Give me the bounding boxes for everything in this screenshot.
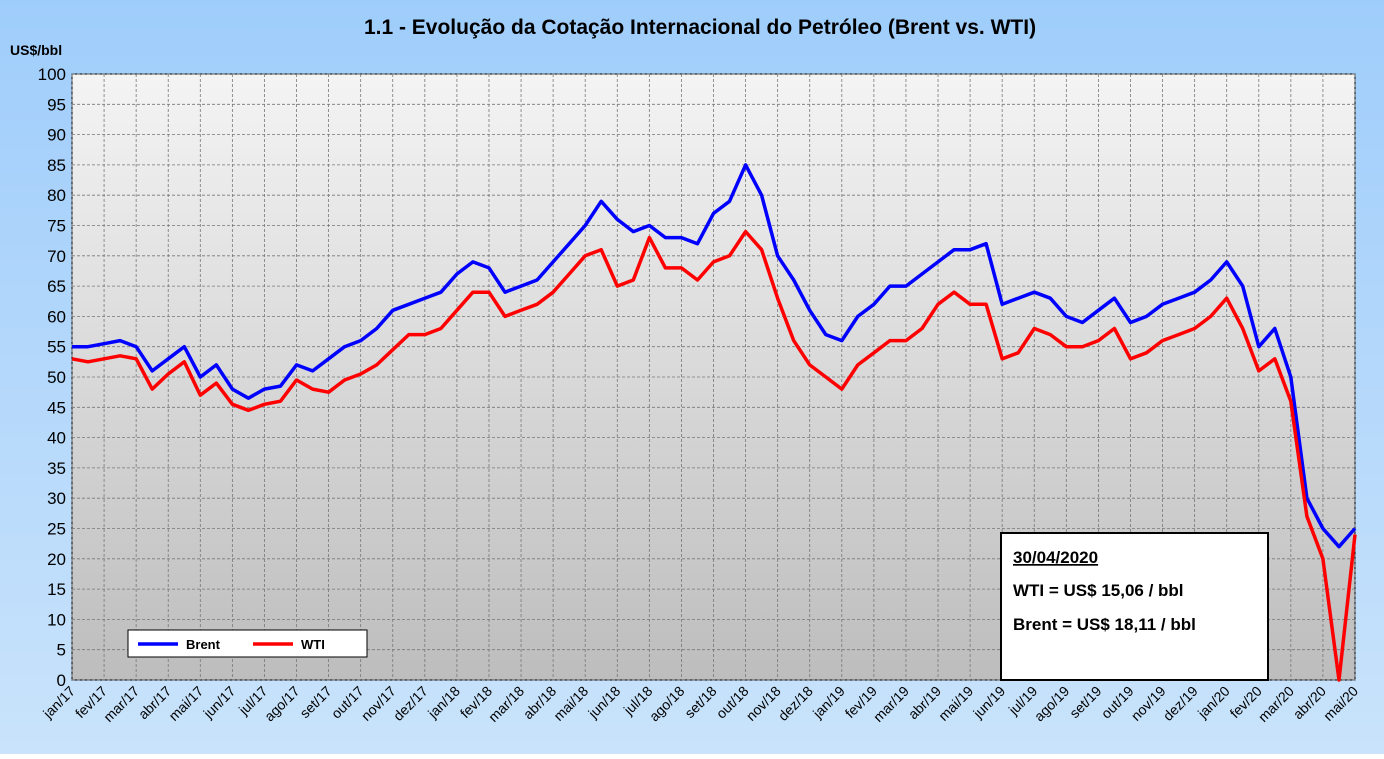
y-tick-label: 85 bbox=[47, 156, 66, 175]
series-line bbox=[72, 163, 1357, 549]
y-tick-label: 20 bbox=[47, 550, 66, 569]
legend-label: Brent bbox=[186, 637, 221, 652]
y-axis-label: US$/bbl bbox=[10, 42, 62, 58]
annotation-line: Brent = US$ 18,11 / bbl bbox=[1013, 615, 1196, 634]
y-tick-label: 60 bbox=[47, 307, 66, 326]
y-tick-label: 75 bbox=[47, 217, 66, 236]
y-tick-label: 0 bbox=[57, 671, 66, 690]
annotation-box bbox=[1000, 532, 1269, 681]
y-tick-label: 80 bbox=[47, 186, 66, 205]
y-tick-label: 55 bbox=[47, 338, 66, 357]
y-tick-label: 50 bbox=[47, 368, 66, 387]
series-line bbox=[71, 229, 1357, 682]
y-tick-label: 25 bbox=[47, 520, 66, 539]
y-tick-label: 35 bbox=[47, 459, 66, 478]
y-tick-label: 95 bbox=[47, 95, 66, 114]
y-tick-label: 45 bbox=[47, 398, 66, 417]
chart-title: 1.1 - Evolução da Cotação Internacional … bbox=[364, 16, 1036, 39]
y-tick-label: 5 bbox=[57, 641, 66, 660]
y-tick-label: 30 bbox=[47, 489, 66, 508]
y-tick-label: 70 bbox=[47, 247, 66, 266]
y-tick-label: 90 bbox=[47, 126, 66, 145]
annotation-line: WTI = US$ 15,06 / bbl bbox=[1013, 581, 1184, 600]
y-tick-label: 65 bbox=[47, 277, 66, 296]
legend-label: WTI bbox=[301, 637, 325, 652]
y-tick-label: 10 bbox=[47, 610, 66, 629]
y-tick-label: 15 bbox=[47, 580, 66, 599]
annotation-date: 30/04/2020 bbox=[1013, 548, 1098, 567]
y-tick-label: 100 bbox=[38, 65, 66, 84]
y-tick-label: 40 bbox=[47, 429, 66, 448]
